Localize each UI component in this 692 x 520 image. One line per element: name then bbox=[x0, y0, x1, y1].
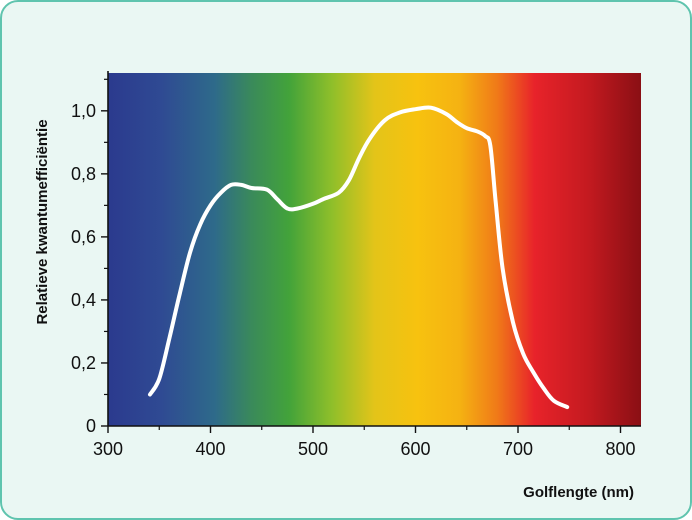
x-tick-label: 400 bbox=[195, 439, 225, 459]
x-tick-label: 700 bbox=[503, 439, 533, 459]
y-tick-label: 0,4 bbox=[71, 290, 96, 310]
x-axis-title: Golflengte (nm) bbox=[523, 484, 634, 501]
axes bbox=[107, 71, 641, 427]
x-tick-label: 500 bbox=[298, 439, 328, 459]
y-tick-label: 0,6 bbox=[71, 227, 96, 247]
x-tick-label: 300 bbox=[93, 439, 123, 459]
ticks: 300 400 500 600 700 800 0 0,2 0,4 0,6 0,8 1,0 bbox=[71, 78, 636, 459]
y-tick-label: 1,0 bbox=[71, 101, 96, 121]
y-axis-title: Relatieve kwantumefficiëntie bbox=[34, 119, 51, 324]
y-tick-label: 0,2 bbox=[71, 353, 96, 373]
spectrum-background bbox=[108, 73, 641, 426]
x-tick-label: 800 bbox=[605, 439, 635, 459]
x-tick-label: 600 bbox=[400, 439, 430, 459]
y-tick-label: 0,8 bbox=[71, 164, 96, 184]
y-tick-label: 0 bbox=[86, 416, 96, 436]
series-line bbox=[148, 105, 570, 410]
